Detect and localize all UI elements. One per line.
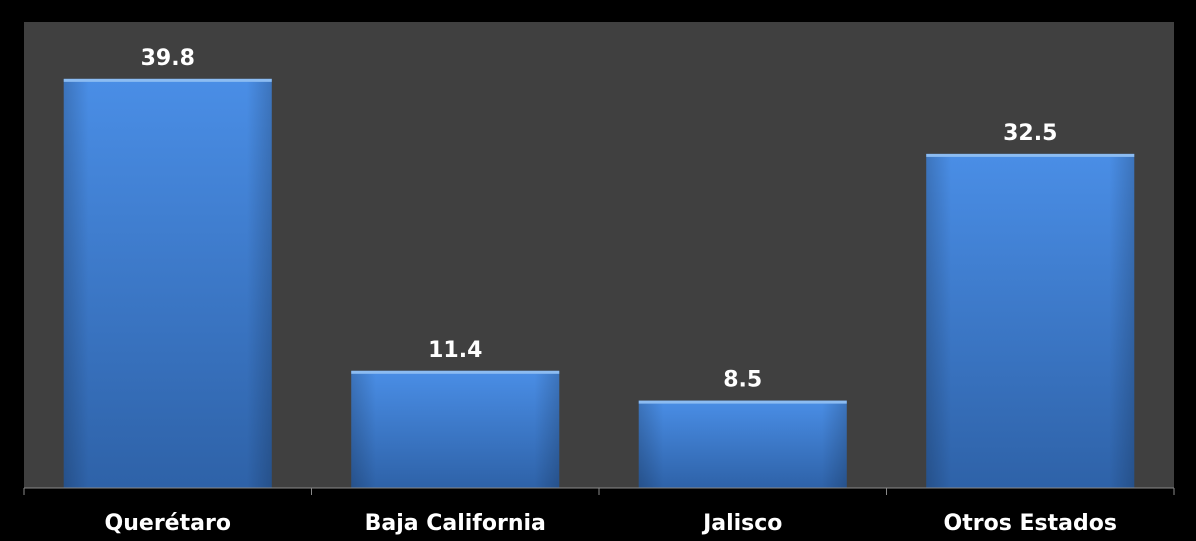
- value-labels-layer: 39.8 11.4 8.5 32.5: [141, 46, 1058, 393]
- bars-layer: [63, 78, 1135, 488]
- bar-top-edge: [926, 153, 1135, 157]
- category-label-queretaro: Querétaro: [105, 511, 231, 536]
- bar-shading: [926, 153, 1135, 488]
- bar-shading: [638, 400, 847, 488]
- bar-top-edge: [638, 400, 847, 404]
- bar-baja-california: [351, 370, 560, 488]
- category-label-jalisco: Jalisco: [701, 511, 782, 536]
- x-axis-ticks: [23, 488, 1175, 495]
- value-label-baja-california: 11.4: [428, 338, 482, 363]
- bar-shading: [63, 78, 272, 488]
- bar-top-edge: [351, 370, 560, 374]
- bar-otros-estados: [926, 153, 1135, 488]
- category-labels-layer: Querétaro Baja California Jalisco Otros Est…: [105, 511, 1117, 536]
- value-label-otros-estados: 32.5: [1003, 121, 1057, 146]
- value-label-jalisco: 8.5: [723, 368, 762, 393]
- bar-queretaro: [63, 78, 272, 488]
- category-label-otros-estados: Otros Estados: [944, 511, 1117, 536]
- bar-top-edge: [63, 78, 272, 82]
- category-label-baja-california: Baja California: [365, 511, 546, 536]
- value-label-queretaro: 39.8: [141, 46, 195, 71]
- bar-jalisco: [638, 400, 847, 488]
- bar-shading: [351, 370, 560, 488]
